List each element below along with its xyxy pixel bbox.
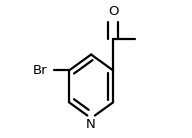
- Text: N: N: [86, 118, 96, 131]
- Text: O: O: [108, 5, 118, 18]
- Text: Br: Br: [32, 64, 47, 77]
